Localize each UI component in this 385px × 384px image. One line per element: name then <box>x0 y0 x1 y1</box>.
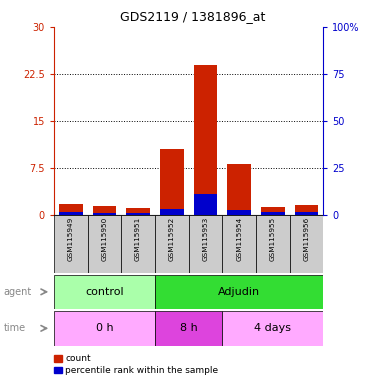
Bar <box>93 213 116 215</box>
Text: 8 h: 8 h <box>180 323 198 333</box>
Bar <box>290 215 323 273</box>
Text: GSM115956: GSM115956 <box>303 217 310 261</box>
Bar <box>228 164 251 215</box>
Bar <box>121 215 155 273</box>
Bar <box>155 275 323 309</box>
Bar <box>295 212 318 215</box>
Bar <box>59 204 82 215</box>
Text: GSM115953: GSM115953 <box>203 217 209 261</box>
Text: GSM115949: GSM115949 <box>68 217 74 261</box>
Bar <box>295 205 318 215</box>
Bar <box>160 149 184 215</box>
Bar <box>194 65 217 215</box>
Bar <box>126 213 150 215</box>
Text: GSM115951: GSM115951 <box>135 217 141 261</box>
Bar <box>189 215 223 273</box>
Bar <box>126 208 150 215</box>
Bar <box>54 215 88 273</box>
Text: Adjudin: Adjudin <box>218 287 260 297</box>
Bar <box>228 210 251 215</box>
Text: time: time <box>4 323 26 333</box>
Bar <box>160 209 184 215</box>
Bar <box>88 215 121 273</box>
Text: GSM115950: GSM115950 <box>101 217 107 261</box>
Bar <box>261 207 285 215</box>
Bar <box>194 194 217 215</box>
Legend: count, percentile rank within the sample: count, percentile rank within the sample <box>51 351 222 379</box>
Bar <box>155 311 223 346</box>
Bar <box>223 215 256 273</box>
Text: 0 h: 0 h <box>95 323 113 333</box>
Bar <box>93 206 116 215</box>
Text: control: control <box>85 287 124 297</box>
Text: 4 days: 4 days <box>254 323 291 333</box>
Bar <box>223 311 323 346</box>
Bar <box>54 275 155 309</box>
Bar <box>59 212 82 215</box>
Bar <box>256 215 290 273</box>
Bar <box>261 212 285 215</box>
Bar <box>54 311 155 346</box>
Bar <box>155 215 189 273</box>
Text: GSM115954: GSM115954 <box>236 217 242 261</box>
Text: GSM115952: GSM115952 <box>169 217 175 261</box>
Text: agent: agent <box>4 287 32 297</box>
Text: GSM115955: GSM115955 <box>270 217 276 261</box>
Text: GDS2119 / 1381896_at: GDS2119 / 1381896_at <box>120 10 265 23</box>
